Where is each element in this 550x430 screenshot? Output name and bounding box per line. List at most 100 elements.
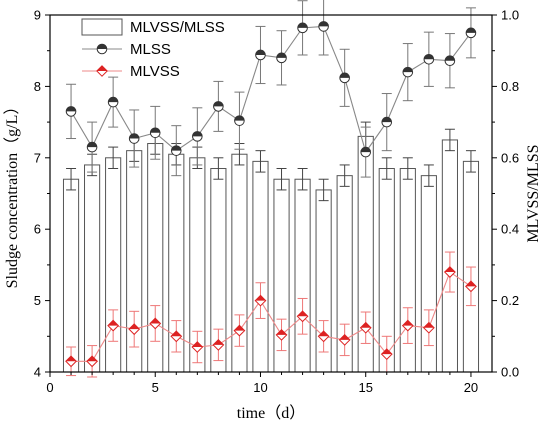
point-fill — [234, 115, 245, 121]
point-fill — [108, 97, 118, 103]
point-fill — [255, 50, 266, 55]
point-fill — [87, 142, 97, 148]
point — [65, 355, 77, 368]
y-left-tick-label: 4 — [34, 365, 41, 380]
y-left-tick-label: 6 — [34, 222, 41, 237]
legend-swatch-bar — [81, 18, 123, 36]
point — [402, 66, 414, 78]
point-fill — [192, 131, 203, 137]
bar — [294, 178, 311, 373]
point-fill — [213, 101, 224, 107]
point-fill — [402, 320, 414, 326]
point — [401, 319, 414, 332]
point — [317, 330, 330, 343]
legend-label: MLVSS — [130, 63, 180, 80]
point-fill — [171, 145, 182, 151]
y-left-tick-label: 5 — [34, 293, 41, 308]
point — [465, 280, 477, 293]
y-right-tick-label: 0.2 — [501, 293, 519, 308]
legend-item: MLVSS/MLSS — [81, 18, 225, 36]
point — [275, 328, 288, 341]
point-fill — [360, 322, 371, 328]
y-axis-left-title: Sludge concentration（g/L） — [3, 99, 21, 289]
point — [233, 324, 246, 337]
legend-item: MLVSS — [82, 63, 180, 80]
point-fill — [444, 266, 456, 273]
point-fill — [213, 339, 224, 345]
point — [170, 145, 182, 156]
axes-layer: 0 5 10 15 20 4 5 6 7 8 9 0.0 0.2 0.4 0.6 0.8 1.0 — [34, 8, 519, 396]
legend-label: MLVSS/MLSS — [130, 19, 225, 36]
point — [170, 330, 183, 343]
x-axis-title: time（d） — [237, 404, 305, 422]
point — [255, 49, 266, 61]
point — [107, 96, 119, 108]
point — [213, 101, 224, 112]
point-fill — [66, 106, 76, 112]
point — [149, 127, 161, 139]
point-fill — [192, 341, 203, 348]
point — [422, 321, 435, 334]
point-fill — [466, 28, 476, 33]
point — [297, 22, 308, 34]
point — [96, 65, 108, 77]
point-fill — [255, 295, 266, 301]
point — [65, 106, 77, 117]
point-fill — [465, 281, 477, 287]
point — [212, 338, 225, 351]
point — [86, 141, 98, 153]
point-fill — [128, 323, 140, 330]
y-right-tick-label: 0.8 — [501, 79, 519, 94]
point — [443, 266, 456, 278]
point — [149, 317, 162, 330]
point-fill — [65, 356, 77, 362]
point — [191, 341, 204, 353]
point-fill — [297, 23, 308, 28]
bar — [84, 164, 101, 373]
point — [465, 27, 477, 39]
x-tick-label: 5 — [152, 380, 159, 395]
point-fill — [150, 318, 161, 324]
point — [296, 310, 309, 323]
y-left-tick-label: 7 — [34, 150, 41, 165]
point-fill — [276, 53, 287, 58]
point — [423, 53, 435, 65]
point-fill — [171, 331, 182, 337]
point-fill — [107, 320, 119, 326]
legend: MLVSS/MLSS MLSS MLVSS — [81, 18, 225, 80]
point-fill — [318, 21, 329, 27]
point — [86, 355, 99, 368]
bar — [252, 160, 269, 373]
point-fill — [129, 133, 139, 139]
point-fill — [339, 73, 350, 78]
legend-item: MLSS — [82, 41, 171, 58]
y-right-tick-label: 0.4 — [501, 222, 519, 237]
point-fill — [423, 322, 435, 328]
point-fill — [234, 325, 245, 331]
point-fill — [86, 356, 98, 362]
x-tick-label: 10 — [253, 380, 267, 395]
point — [254, 294, 267, 307]
y-right-tick-label: 0.6 — [501, 150, 519, 165]
point — [338, 333, 351, 346]
point — [380, 348, 393, 361]
point — [96, 43, 108, 55]
point — [318, 21, 329, 32]
point — [381, 116, 393, 128]
point — [339, 72, 350, 84]
x-tick-label: 20 — [464, 380, 478, 395]
point — [360, 146, 372, 158]
y-right-tick-label: 0.0 — [501, 365, 519, 380]
point — [128, 323, 141, 336]
point-fill — [360, 147, 371, 153]
point — [359, 321, 372, 334]
y-left-tick-label: 8 — [34, 79, 41, 94]
point-fill — [445, 55, 455, 61]
point-fill — [339, 334, 350, 340]
y-left-tick-label: 9 — [34, 8, 41, 23]
bar — [62, 178, 80, 373]
point-fill — [403, 67, 413, 73]
point — [128, 133, 140, 144]
point — [276, 52, 287, 64]
